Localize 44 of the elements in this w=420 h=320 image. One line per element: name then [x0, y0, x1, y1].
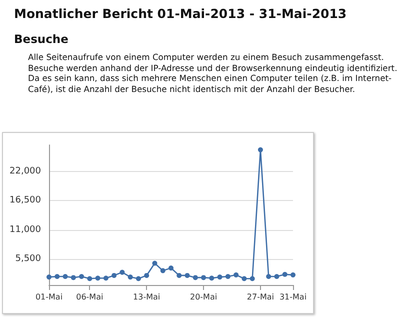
point [70, 275, 76, 280]
point [266, 274, 272, 280]
point [54, 274, 60, 280]
x-tick-label: 20-Mai [190, 292, 218, 302]
point [234, 272, 239, 278]
x-tick-label: 27-Mai [246, 292, 274, 302]
point [62, 274, 68, 280]
point [152, 260, 158, 266]
point [258, 147, 263, 152]
point [184, 272, 190, 278]
y-tick-label: 22,000 [10, 166, 42, 177]
point [128, 274, 133, 280]
y-tick-label: 16,500 [10, 196, 42, 206]
chart-subtitle: Besuche [14, 32, 68, 46]
point [103, 276, 108, 281]
point [201, 275, 206, 280]
point [274, 274, 280, 280]
x-tick-label: 31-Mai [279, 292, 307, 302]
point [79, 274, 84, 280]
point [282, 272, 288, 277]
x-tick-label: 06-Mai [76, 292, 104, 302]
chart-title: Monatlicher Bericht 01-Mai-2013 - 31-Mai-2013 [14, 6, 347, 21]
point [144, 272, 150, 278]
point [209, 276, 214, 281]
point [160, 268, 166, 274]
point [192, 275, 198, 280]
point [242, 276, 247, 282]
x-tick-label: 13-Mai [133, 292, 160, 302]
point [168, 266, 174, 271]
point [95, 276, 100, 281]
point [217, 274, 222, 280]
point [250, 276, 255, 282]
x-tick-label: 01-Mai [35, 292, 63, 302]
y-tick-label: 11,000 [10, 224, 42, 235]
point [46, 274, 52, 280]
text: Alle Seitenaufrufe von einem Computer werden zu einem Besuch zusammengefasst. Besuche werden anhand der IP-Adresse und der Browserkennung eindeutig identifiziert. Da es sein kann, dass sich mehrere Menschen einen Computer teilen (z.B. im Internet-Café), ist die Anzahl der Besuche nicht identisch mit der Anzahl der Besucher. [28, 52, 398, 94]
point [120, 270, 125, 275]
point [87, 276, 92, 282]
point [136, 276, 141, 282]
point [112, 272, 117, 278]
point [290, 272, 296, 278]
point [176, 272, 182, 278]
y-tick-label: 5,500 [15, 254, 42, 264]
point [225, 274, 230, 280]
